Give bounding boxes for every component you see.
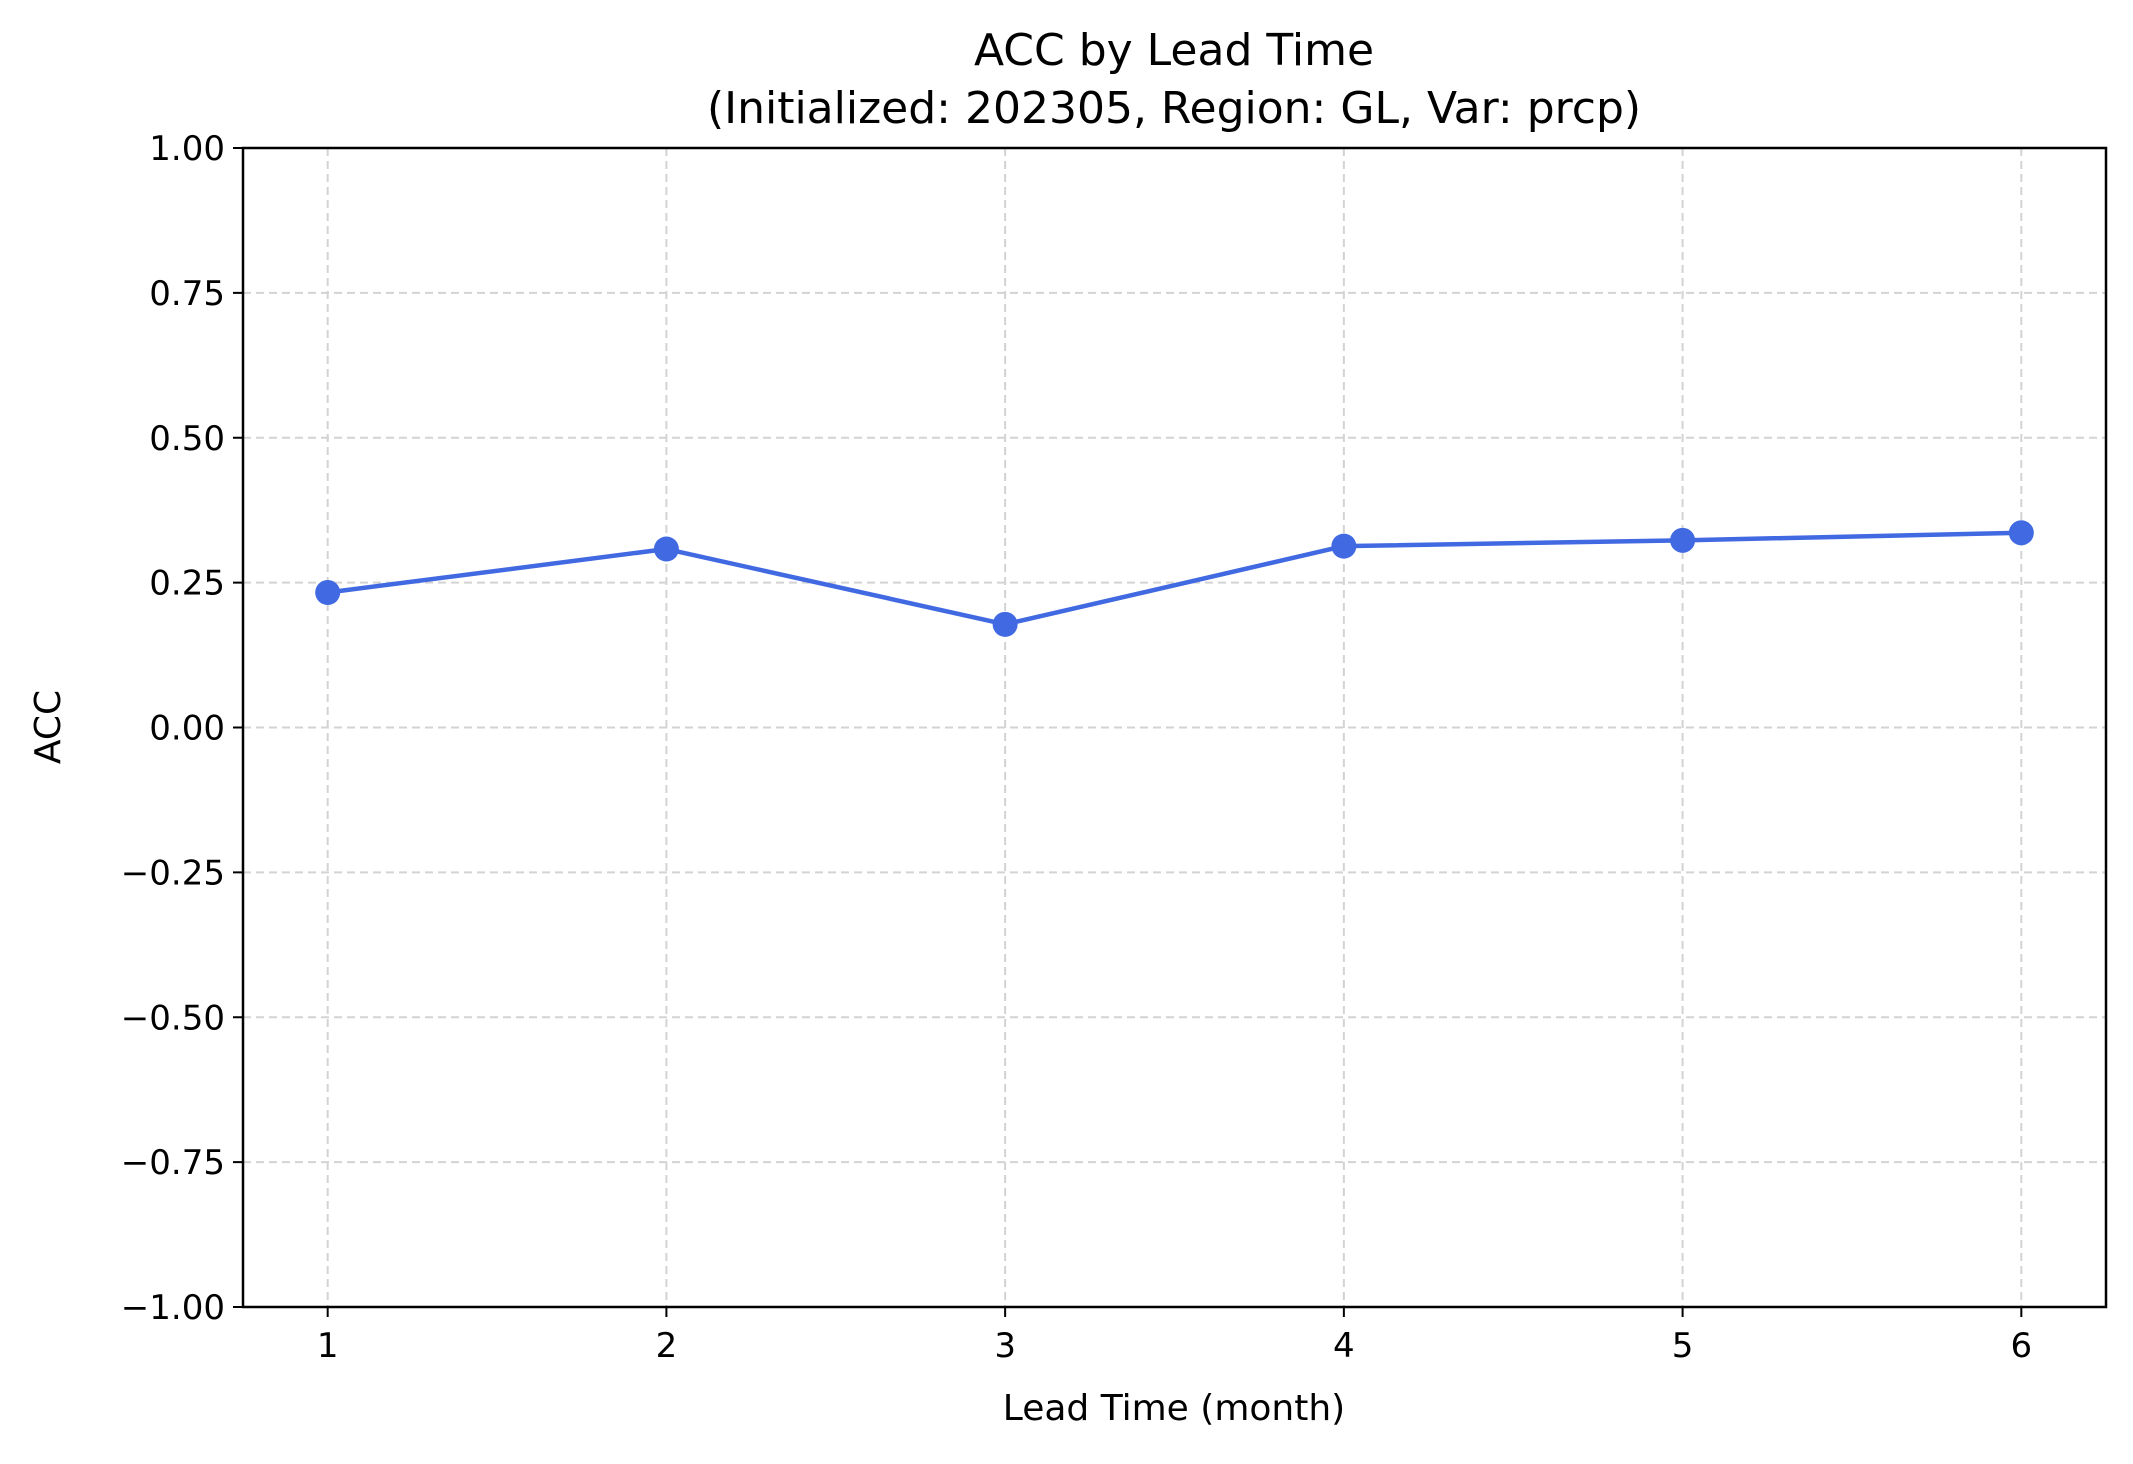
y-axis-label: ACC bbox=[28, 690, 69, 764]
series-line bbox=[327, 530, 2022, 627]
series-layer bbox=[315, 520, 2034, 637]
x-tick-label: 1 bbox=[317, 1326, 339, 1366]
x-tick-label: 5 bbox=[1672, 1326, 1694, 1366]
data-point bbox=[653, 536, 679, 562]
data-point bbox=[315, 579, 341, 605]
y-tick-label: −1.00 bbox=[121, 1288, 225, 1328]
x-tick-label: 3 bbox=[994, 1326, 1016, 1366]
y-tick-label: 0.00 bbox=[149, 709, 225, 749]
y-tick-label: −0.25 bbox=[121, 853, 225, 893]
data-point bbox=[992, 611, 1018, 637]
y-tick-label: −0.50 bbox=[121, 998, 225, 1038]
data-point bbox=[1331, 533, 1357, 559]
y-tick-label: 0.25 bbox=[149, 564, 225, 604]
data-point bbox=[1670, 527, 1696, 553]
x-axis-label: Lead Time (month) bbox=[1003, 1388, 1345, 1429]
chart-subtitle: (Initialized: 202305, Region: GL, Var: p… bbox=[707, 83, 1641, 134]
data-point bbox=[2008, 520, 2034, 546]
y-tick-label: −0.75 bbox=[121, 1143, 225, 1183]
x-tick-label: 4 bbox=[1333, 1326, 1355, 1366]
y-tick-label: 0.50 bbox=[149, 419, 225, 459]
x-tick-label: 6 bbox=[2010, 1326, 2032, 1366]
x-tick-label: 2 bbox=[656, 1326, 678, 1366]
y-tick-label: 0.75 bbox=[149, 274, 225, 314]
chart-title: ACC by Lead Time bbox=[974, 25, 1374, 76]
tick-layer: 1 2 3 4 5 6 −1.00 −0.75 −0.50 −0.25 0.00 0.25 0.50 0.… bbox=[121, 129, 2032, 1366]
y-tick-label: 1.00 bbox=[149, 129, 225, 169]
